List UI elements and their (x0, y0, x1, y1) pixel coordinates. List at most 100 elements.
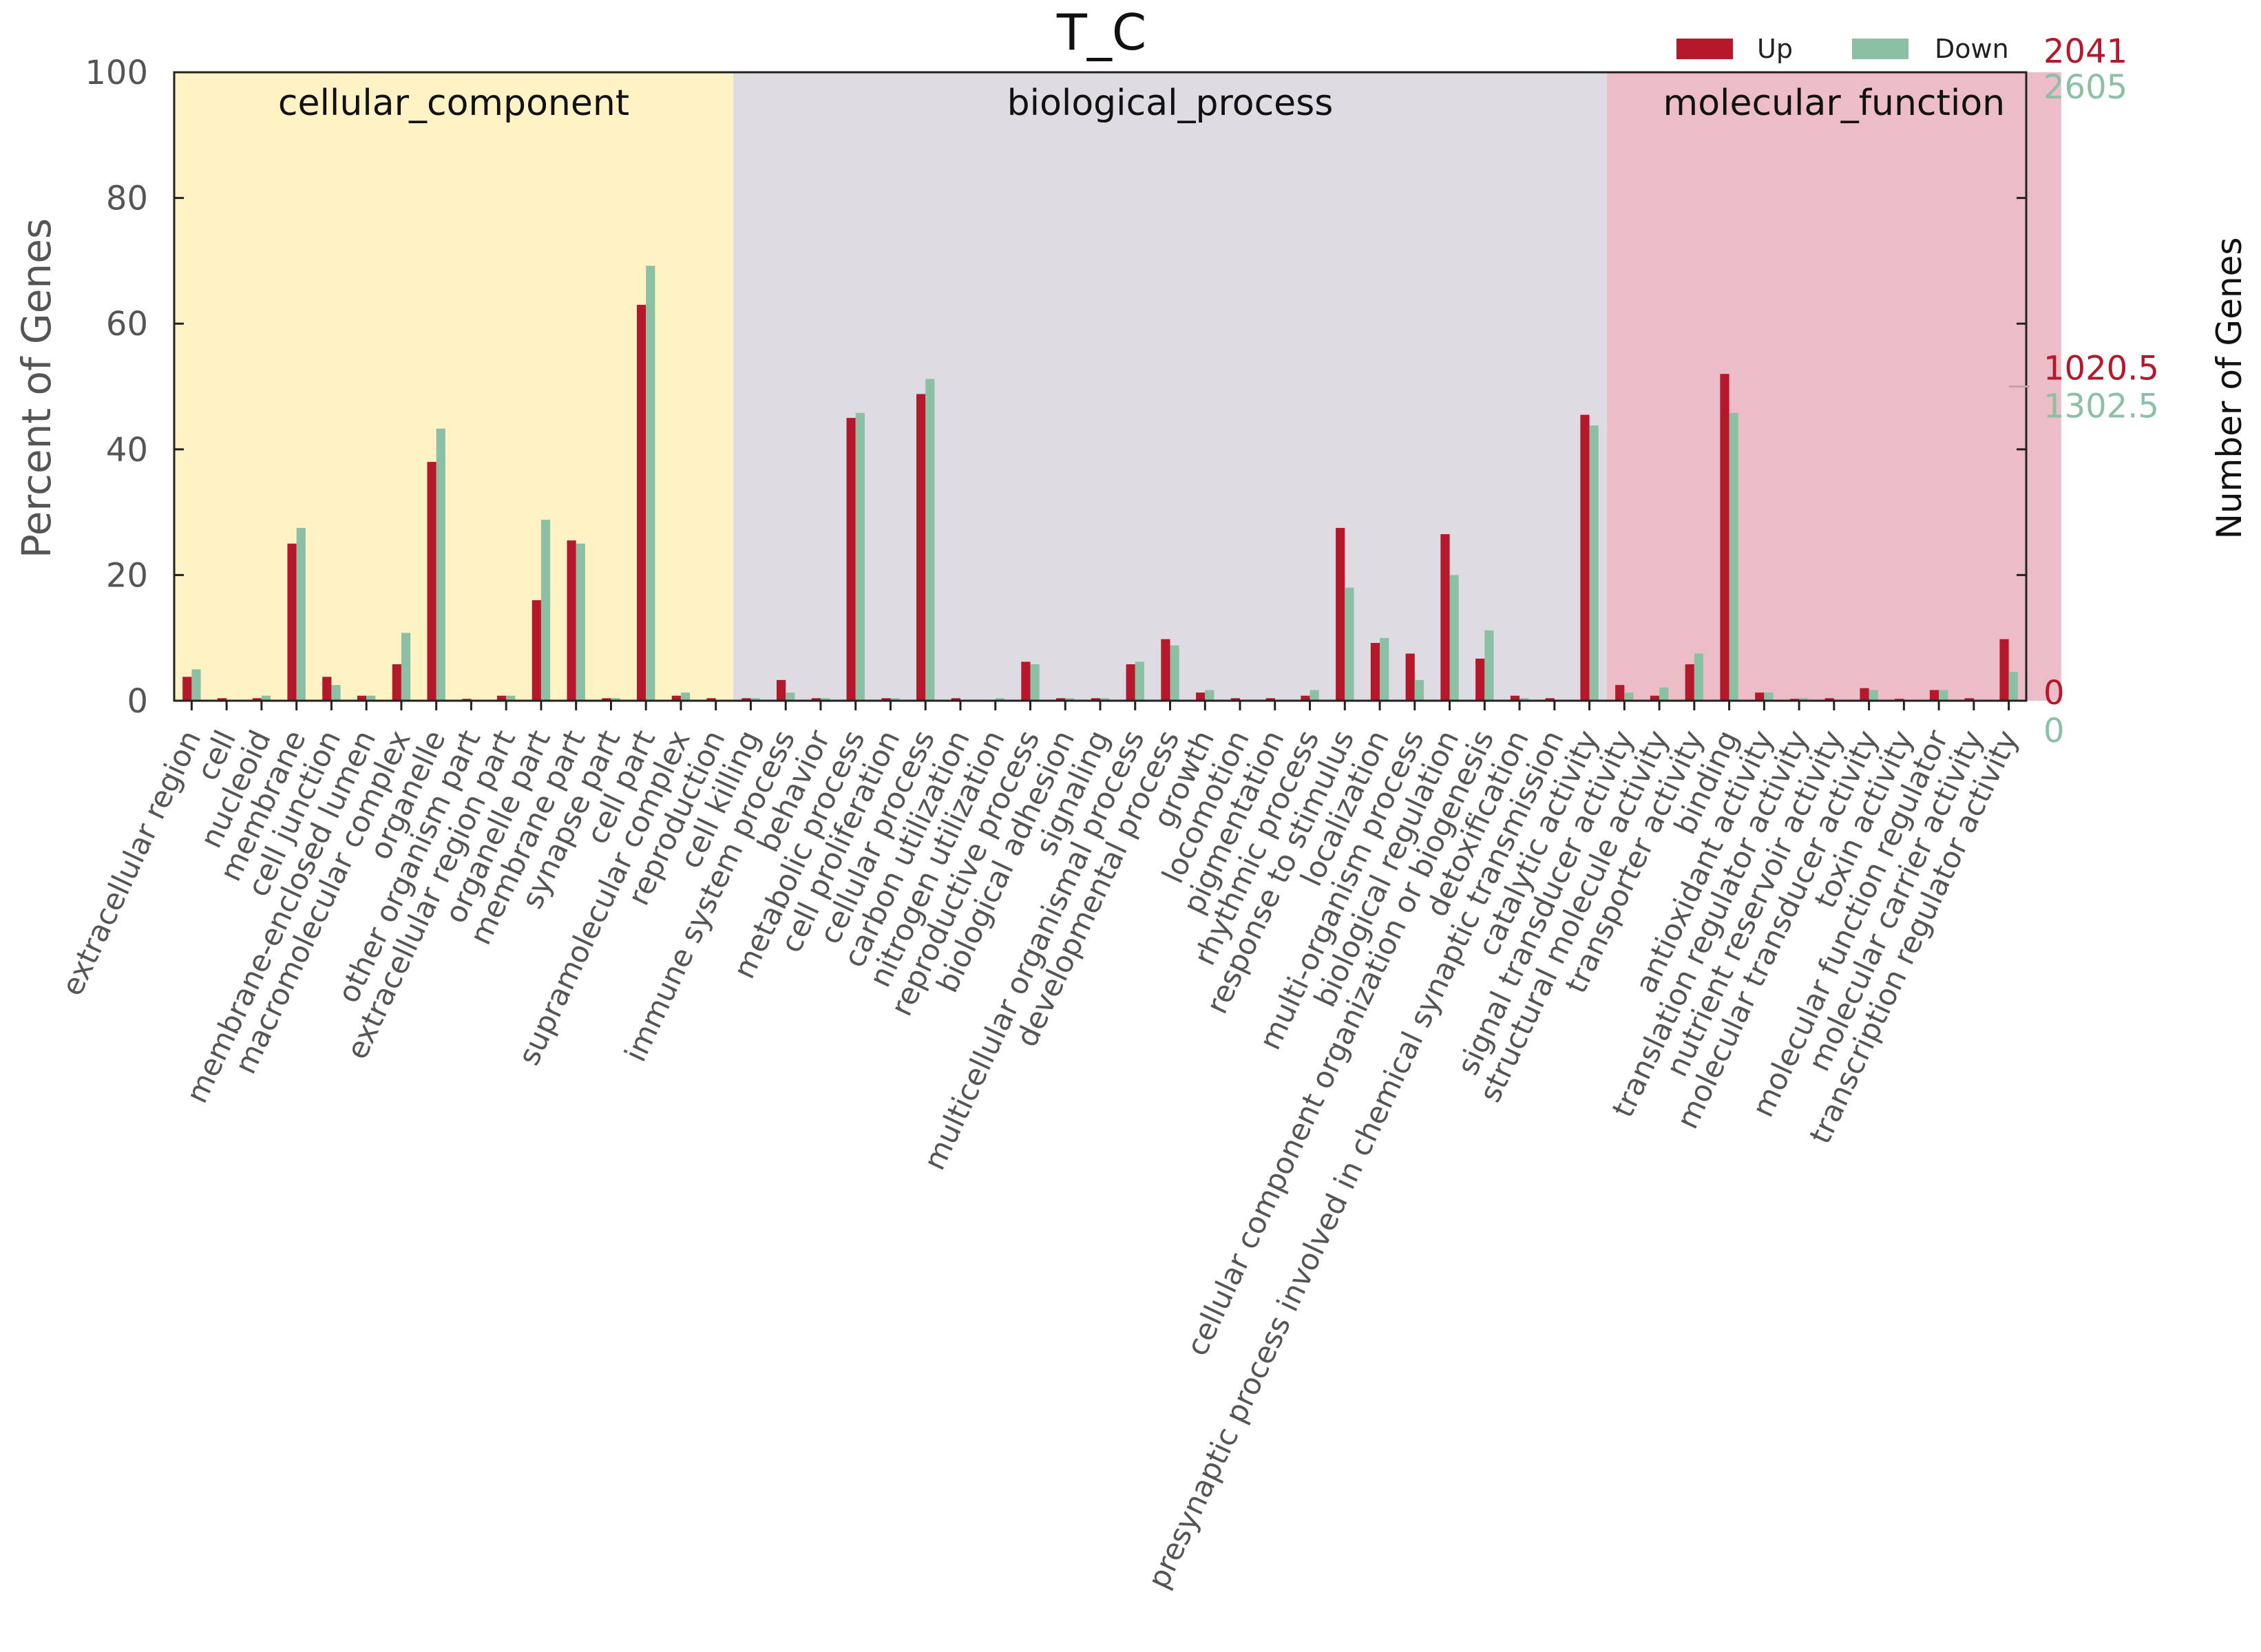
ytick-label-5: 100 (85, 54, 148, 92)
bar-up-25 (1056, 698, 1066, 701)
y2-up-max: 2041 (2043, 32, 2127, 71)
bar-down-34 (1380, 637, 1389, 701)
ytick-label-2: 40 (106, 431, 148, 469)
bar-up-7 (427, 462, 437, 701)
bar-down-41 (1624, 692, 1634, 701)
bar-down-6 (401, 633, 411, 701)
bar-down-7 (436, 428, 445, 701)
x-axis-ticks (190, 701, 2010, 710)
bar-up-2 (252, 698, 262, 701)
bar-up-37 (1475, 658, 1485, 701)
bar-up-34 (1370, 643, 1380, 701)
bar-up-21 (916, 394, 926, 701)
legend-swatch-up (1676, 39, 1733, 59)
bar-down-4 (331, 685, 341, 701)
bar-up-41 (1615, 685, 1625, 701)
group-band-1 (733, 72, 1607, 701)
bar-down-44 (1729, 412, 1738, 701)
bar-down-11 (576, 543, 585, 701)
bar-down-38 (1519, 698, 1529, 701)
group-labels: cellular_component biological_process mole… (278, 83, 2005, 124)
bar-up-22 (951, 698, 960, 701)
legend: Up Down (1676, 34, 2009, 64)
bar-down-9 (506, 695, 516, 701)
bar-up-3 (287, 543, 297, 701)
y2-axis-label: Number of Genes (2209, 237, 2249, 540)
bar-down-36 (1449, 575, 1459, 701)
bar-up-36 (1440, 534, 1450, 701)
bar-up-30 (1230, 698, 1241, 701)
bar-down-10 (540, 520, 551, 701)
bar-up-1 (217, 698, 227, 701)
bar-up-47 (1824, 698, 1834, 701)
bar-up-6 (392, 664, 401, 701)
bar-up-14 (671, 695, 681, 701)
bar-down-20 (890, 698, 900, 701)
group-backgrounds (174, 72, 2061, 701)
bar-down-24 (1030, 664, 1040, 701)
bar-up-44 (1720, 374, 1729, 701)
ytick-label-4: 80 (106, 180, 148, 218)
bar-up-0 (182, 677, 192, 701)
x-category-label-0: extracellular region (55, 726, 208, 1002)
bar-up-13 (636, 304, 646, 701)
bar-down-46 (1799, 698, 1809, 701)
bar-down-32 (1310, 690, 1319, 701)
bar-down-40 (1589, 425, 1599, 701)
bar-up-52 (1999, 639, 2009, 701)
bar-up-5 (357, 695, 367, 701)
bar-up-39 (1545, 698, 1555, 701)
bar-up-16 (742, 698, 751, 701)
bar-down-0 (191, 669, 201, 701)
bar-up-50 (1929, 690, 1939, 701)
bar-down-29 (1205, 690, 1214, 701)
bar-down-45 (1764, 692, 1774, 701)
bar-down-2 (261, 695, 271, 701)
legend-label-down: Down (1935, 34, 2009, 64)
ytick-label-3: 60 (106, 305, 148, 343)
bar-up-10 (532, 600, 541, 701)
bar-down-42 (1659, 687, 1669, 701)
bar-down-27 (1135, 661, 1144, 701)
bar-down-18 (820, 698, 830, 701)
bar-down-19 (855, 412, 865, 701)
bar-up-28 (1161, 639, 1170, 701)
y2-down-min: 0 (2043, 712, 2065, 750)
bar-down-37 (1484, 630, 1494, 701)
bar-down-16 (750, 698, 760, 701)
bar-up-4 (322, 677, 332, 701)
bar-up-20 (881, 698, 891, 701)
group-label-2: molecular_function (1663, 83, 2006, 124)
bar-up-43 (1685, 664, 1694, 701)
bar-down-35 (1414, 679, 1424, 701)
bar-up-27 (1126, 664, 1135, 701)
y2-up-mid: 1020.5 (2043, 350, 2159, 388)
bar-up-19 (846, 418, 856, 701)
bar-up-24 (1021, 661, 1031, 701)
bar-down-17 (786, 692, 795, 701)
bar-up-35 (1405, 653, 1415, 701)
bar-down-25 (1065, 698, 1075, 701)
bar-up-9 (496, 695, 507, 701)
ytick-label-0: 0 (127, 682, 148, 721)
bar-down-33 (1345, 587, 1354, 701)
bar-down-3 (296, 527, 306, 701)
bar-up-51 (1964, 698, 1974, 701)
group-label-0: cellular_component (278, 83, 629, 124)
bar-down-43 (1694, 653, 1704, 701)
bar-down-28 (1170, 645, 1179, 701)
y-axis-ticks: 0 20 40 60 80 100 (85, 54, 2026, 721)
bar-up-11 (567, 540, 576, 701)
bar-down-5 (366, 695, 376, 701)
group-band-2 (1606, 72, 2061, 701)
bar-up-17 (777, 679, 786, 701)
bar-down-26 (1100, 698, 1110, 701)
bar-up-48 (1860, 688, 1869, 701)
bars (182, 266, 2018, 701)
bar-up-42 (1650, 695, 1660, 701)
bar-up-33 (1336, 527, 1345, 701)
ytick-label-1: 20 (106, 556, 148, 595)
bar-down-21 (925, 379, 935, 701)
